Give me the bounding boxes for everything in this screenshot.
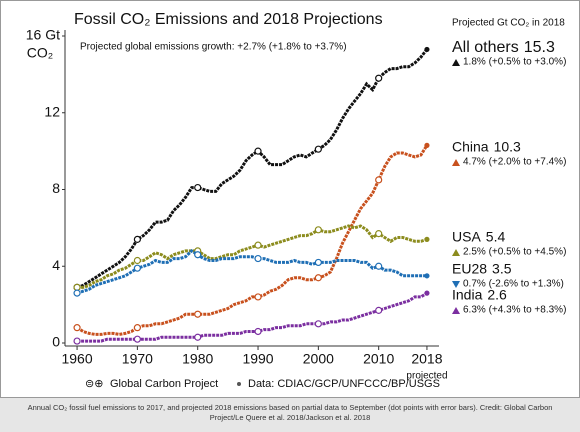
- point: [73, 283, 81, 291]
- y-tick-label: 8: [52, 180, 60, 196]
- point: [254, 293, 262, 301]
- series-line: [76, 48, 429, 289]
- legend-name: All others: [452, 39, 519, 56]
- y-tick-label: 16 Gt: [26, 27, 60, 43]
- legend-name: EU28: [452, 261, 487, 277]
- projected-point: [424, 273, 430, 279]
- point: [314, 320, 322, 328]
- growth-arrow: [452, 59, 460, 66]
- point: [73, 289, 81, 297]
- point: [314, 145, 322, 153]
- point: [194, 333, 202, 341]
- y-tick-label: 12: [44, 103, 60, 119]
- y-tick-label: 4: [52, 257, 60, 273]
- point: [314, 274, 322, 282]
- frame: [0, 0, 580, 398]
- value-label: 15.3: [524, 39, 555, 56]
- footer-dot: [237, 382, 241, 386]
- point: [194, 310, 202, 318]
- point: [375, 262, 383, 270]
- point: [314, 258, 322, 267]
- x-tick-label: 1970: [122, 351, 153, 367]
- point: [73, 337, 81, 345]
- point: [314, 226, 322, 234]
- x-tick-label: 2000: [303, 351, 334, 367]
- y-label: CO₂: [27, 45, 53, 61]
- growth-label: 1.8% (+0.5% to +3.0%): [463, 57, 566, 68]
- subtitle: Projected global emissions growth: +2.7%…: [80, 42, 347, 53]
- legend-title: Projected Gt CO₂ in 2018: [452, 18, 565, 29]
- legend-name: USA: [452, 229, 481, 245]
- x-tick-label: 1960: [61, 351, 92, 367]
- growth-arrow: [452, 307, 460, 314]
- value-label: 10.3: [494, 139, 521, 155]
- value-label: 5.4: [486, 229, 506, 245]
- value-label: 2.6: [487, 287, 507, 303]
- point: [73, 324, 81, 332]
- legend-name: China: [452, 139, 489, 155]
- growth-arrow: [452, 281, 460, 288]
- point: [375, 306, 383, 314]
- y-tick-label: 0: [52, 334, 60, 350]
- growth-label: 0.7% (-2.6% to +1.3%): [463, 279, 564, 290]
- point: [254, 327, 262, 336]
- footer-data: Data: CDIAC/GCP/UNFCCC/BP/USGS: [248, 378, 440, 390]
- point: [254, 254, 262, 263]
- point: [133, 256, 141, 265]
- x-annotation: projected: [406, 371, 447, 382]
- point: [375, 176, 383, 184]
- chart-title: Fossil CO₂ Emissions and 2018 Projection…: [74, 11, 383, 28]
- projected-point: [424, 236, 430, 242]
- projected-point: [424, 290, 430, 296]
- point: [133, 235, 141, 243]
- point: [133, 264, 141, 272]
- point: [254, 241, 262, 249]
- point: [254, 147, 262, 155]
- point: [375, 74, 383, 82]
- caption: Annual CO₂ fossil fuel emissions to 2017…: [0, 398, 580, 432]
- legend-name: India: [452, 287, 483, 303]
- chart: Fossil CO₂ Emissions and 2018 Projection…: [0, 0, 580, 398]
- projected-point: [424, 46, 430, 53]
- point: [194, 183, 202, 192]
- growth-label: 4.7% (+2.0% to +7.4%): [463, 157, 566, 168]
- growth-label: 2.5% (+0.5% to +4.5%): [463, 247, 566, 258]
- point: [375, 230, 383, 238]
- x-tick-label: 1980: [182, 351, 213, 367]
- growth-arrow: [452, 159, 460, 166]
- point: [133, 324, 141, 332]
- point: [194, 251, 202, 259]
- footer-logo: ⊜⊕: [85, 378, 103, 390]
- series-line: [76, 249, 427, 295]
- footer-source: Global Carbon Project: [110, 378, 218, 390]
- growth-arrow: [452, 249, 460, 256]
- x-tick-label: 2010: [363, 351, 394, 367]
- growth-label: 6.3% (+4.3% to +8.3%): [463, 305, 566, 316]
- value-label: 3.5: [492, 261, 512, 277]
- point: [133, 335, 141, 343]
- projected-point: [424, 142, 430, 148]
- x-tick-label: 2018: [411, 351, 442, 367]
- x-tick-label: 1990: [242, 351, 273, 367]
